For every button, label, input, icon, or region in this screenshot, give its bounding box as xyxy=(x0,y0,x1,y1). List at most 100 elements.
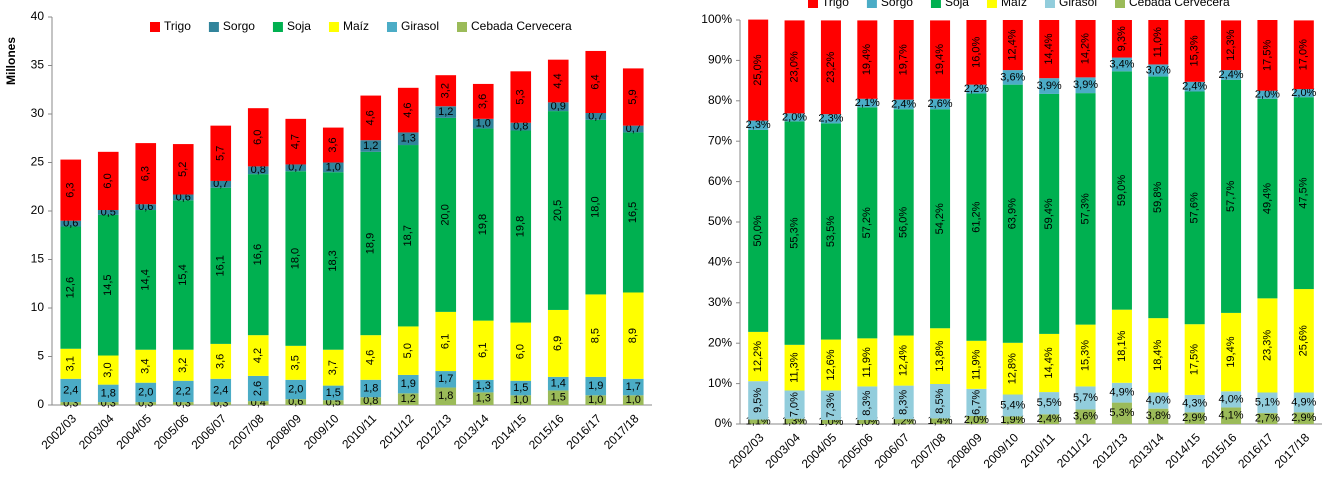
bar-segment xyxy=(930,418,951,424)
data-label: 4,6 xyxy=(402,102,414,117)
bar-segment xyxy=(930,98,951,110)
bar-segment xyxy=(1148,318,1169,393)
x-tick-label: 2004/05 xyxy=(799,430,840,471)
bar-segment xyxy=(97,214,119,356)
bar-segment xyxy=(97,355,119,385)
bar-segment xyxy=(397,132,419,146)
bar-segment xyxy=(857,419,878,424)
legend-label: Soja xyxy=(287,19,311,33)
y-tick-label: 10 xyxy=(31,300,45,314)
data-label: 18,4% xyxy=(1152,340,1164,371)
bar-segment xyxy=(1221,20,1242,71)
bar-segment xyxy=(435,371,457,388)
bar-segment xyxy=(210,125,232,181)
x-tick-label: 2002/03 xyxy=(39,411,80,452)
bar-segment xyxy=(210,343,232,379)
x-tick-label: 2006/07 xyxy=(189,411,230,452)
y-tick-label: 100% xyxy=(701,12,732,26)
bar-segment xyxy=(893,99,914,110)
data-label: 3,9% xyxy=(1037,80,1062,92)
legend-swatch xyxy=(986,0,997,8)
data-label: 4,9% xyxy=(1291,396,1316,408)
data-label: 59,8% xyxy=(1152,182,1164,213)
y-tick-label: 90% xyxy=(708,53,732,67)
data-label: 2,2% xyxy=(964,83,989,95)
y-tick-label: 0% xyxy=(715,416,733,430)
bar-segment xyxy=(60,226,82,349)
bar-segment xyxy=(472,392,494,405)
bar-segment xyxy=(1002,342,1023,395)
data-label: 19,4% xyxy=(861,44,873,75)
x-tick-label: 2014/15 xyxy=(1162,430,1203,471)
bar-segment xyxy=(285,171,307,346)
legend-swatch xyxy=(208,22,219,32)
legend-swatch xyxy=(457,22,467,32)
bar-segment xyxy=(1148,408,1169,424)
bar-segment xyxy=(472,379,494,393)
bar-segment xyxy=(622,292,644,379)
data-label: 7,0% xyxy=(788,392,800,417)
data-label: 11,9% xyxy=(970,349,982,380)
data-label: 4,9% xyxy=(1109,387,1134,399)
bar-segment xyxy=(748,381,769,420)
data-label: 14,4% xyxy=(1043,33,1055,64)
data-label: 1,2 xyxy=(363,140,378,152)
data-label: 54,2% xyxy=(934,203,946,234)
data-label: 3,4 xyxy=(140,359,152,374)
bar-segment xyxy=(322,400,344,405)
data-label: 4,4 xyxy=(552,73,564,88)
bar-segment xyxy=(135,210,157,350)
data-label: 4,1% xyxy=(1219,410,1244,422)
data-label: 23,2% xyxy=(825,51,837,82)
data-label: 0,7 xyxy=(588,110,603,122)
y-tick-label: 50% xyxy=(708,214,732,228)
bar-segment xyxy=(322,385,344,401)
data-label: 1,0 xyxy=(513,394,528,406)
data-label: 63,9% xyxy=(1007,198,1019,229)
bar-segment xyxy=(1111,20,1132,58)
x-tick-label: 2006/07 xyxy=(871,430,912,471)
data-label: 3,6% xyxy=(1000,71,1025,83)
bar-segment xyxy=(210,378,232,403)
data-label: 11,3% xyxy=(788,352,800,383)
x-tick-label: 2007/08 xyxy=(226,411,267,452)
bar-segment xyxy=(748,120,769,130)
legend-swatch xyxy=(272,22,283,32)
data-label: 2,2 xyxy=(176,385,191,397)
data-label: 9,5% xyxy=(752,388,764,413)
data-label: 1,3 xyxy=(401,133,416,145)
legend-label: Sorgo xyxy=(223,19,255,33)
data-label: 3,6% xyxy=(1073,411,1098,423)
bar-segment xyxy=(893,335,914,386)
data-label: 19,8 xyxy=(477,214,489,235)
y-tick-label: 5 xyxy=(37,349,44,363)
data-label: 2,6 xyxy=(252,381,264,396)
data-label: 61,2% xyxy=(970,201,982,232)
data-label: 16,0% xyxy=(970,37,982,68)
data-label: 57,7% xyxy=(1225,181,1237,212)
bar-segment xyxy=(1039,333,1060,393)
bar-segment xyxy=(585,119,607,295)
bar-segment xyxy=(1221,70,1242,80)
bar-segment xyxy=(360,335,382,380)
bar-segment xyxy=(510,380,532,396)
bar-segment xyxy=(60,159,82,221)
bar-segment xyxy=(622,378,644,396)
data-label: 57,2% xyxy=(861,207,873,238)
data-label: 14,4% xyxy=(1043,347,1055,378)
data-label: 18,9 xyxy=(365,233,377,254)
bar-segment xyxy=(784,121,805,345)
data-label: 5,2 xyxy=(177,162,189,177)
data-label: 12,3% xyxy=(1225,29,1237,60)
x-tick-label: 2003/04 xyxy=(762,430,803,471)
bar-segment xyxy=(1111,71,1132,310)
bar-segment xyxy=(585,395,607,405)
legend-swatch xyxy=(930,0,941,8)
bar-segment xyxy=(135,349,157,383)
bar-segment xyxy=(360,140,382,152)
y-tick-label: 60% xyxy=(708,174,732,188)
x-tick-label: 2009/10 xyxy=(981,430,1022,471)
bar-segment xyxy=(435,387,457,405)
bar-segment xyxy=(966,84,987,94)
